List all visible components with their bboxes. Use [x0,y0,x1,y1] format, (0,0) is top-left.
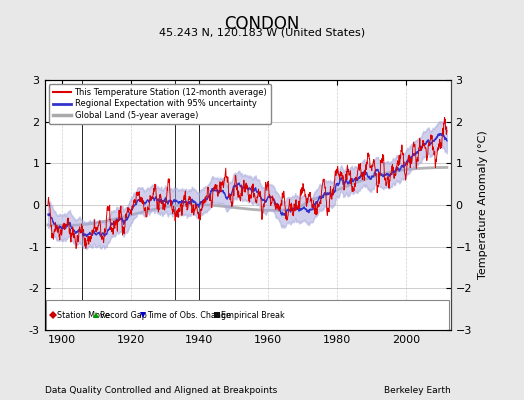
Text: Berkeley Earth: Berkeley Earth [384,386,451,395]
Text: Empirical Break: Empirical Break [221,311,285,320]
Text: Time of Obs. Change: Time of Obs. Change [147,311,231,320]
Text: Station Move: Station Move [57,311,110,320]
Y-axis label: Temperature Anomaly (°C): Temperature Anomaly (°C) [477,131,487,279]
Text: 45.243 N, 120.183 W (United States): 45.243 N, 120.183 W (United States) [159,27,365,37]
Text: Record Gap: Record Gap [100,311,147,320]
Legend: This Temperature Station (12-month average), Regional Expectation with 95% uncer: This Temperature Station (12-month avera… [49,84,271,124]
Text: CONDON: CONDON [224,15,300,33]
FancyBboxPatch shape [46,300,449,330]
Text: Data Quality Controlled and Aligned at Breakpoints: Data Quality Controlled and Aligned at B… [45,386,277,395]
